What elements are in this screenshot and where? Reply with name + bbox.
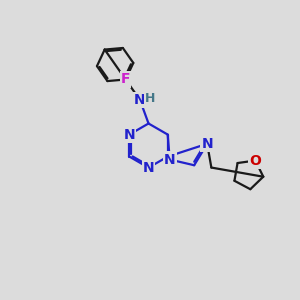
Text: F: F [121, 73, 130, 86]
Text: O: O [249, 154, 261, 167]
Text: N: N [143, 161, 154, 175]
Text: N: N [134, 93, 146, 107]
Text: N: N [201, 137, 213, 151]
Text: N: N [164, 152, 176, 167]
Text: N: N [124, 128, 135, 142]
Text: H: H [145, 92, 155, 105]
